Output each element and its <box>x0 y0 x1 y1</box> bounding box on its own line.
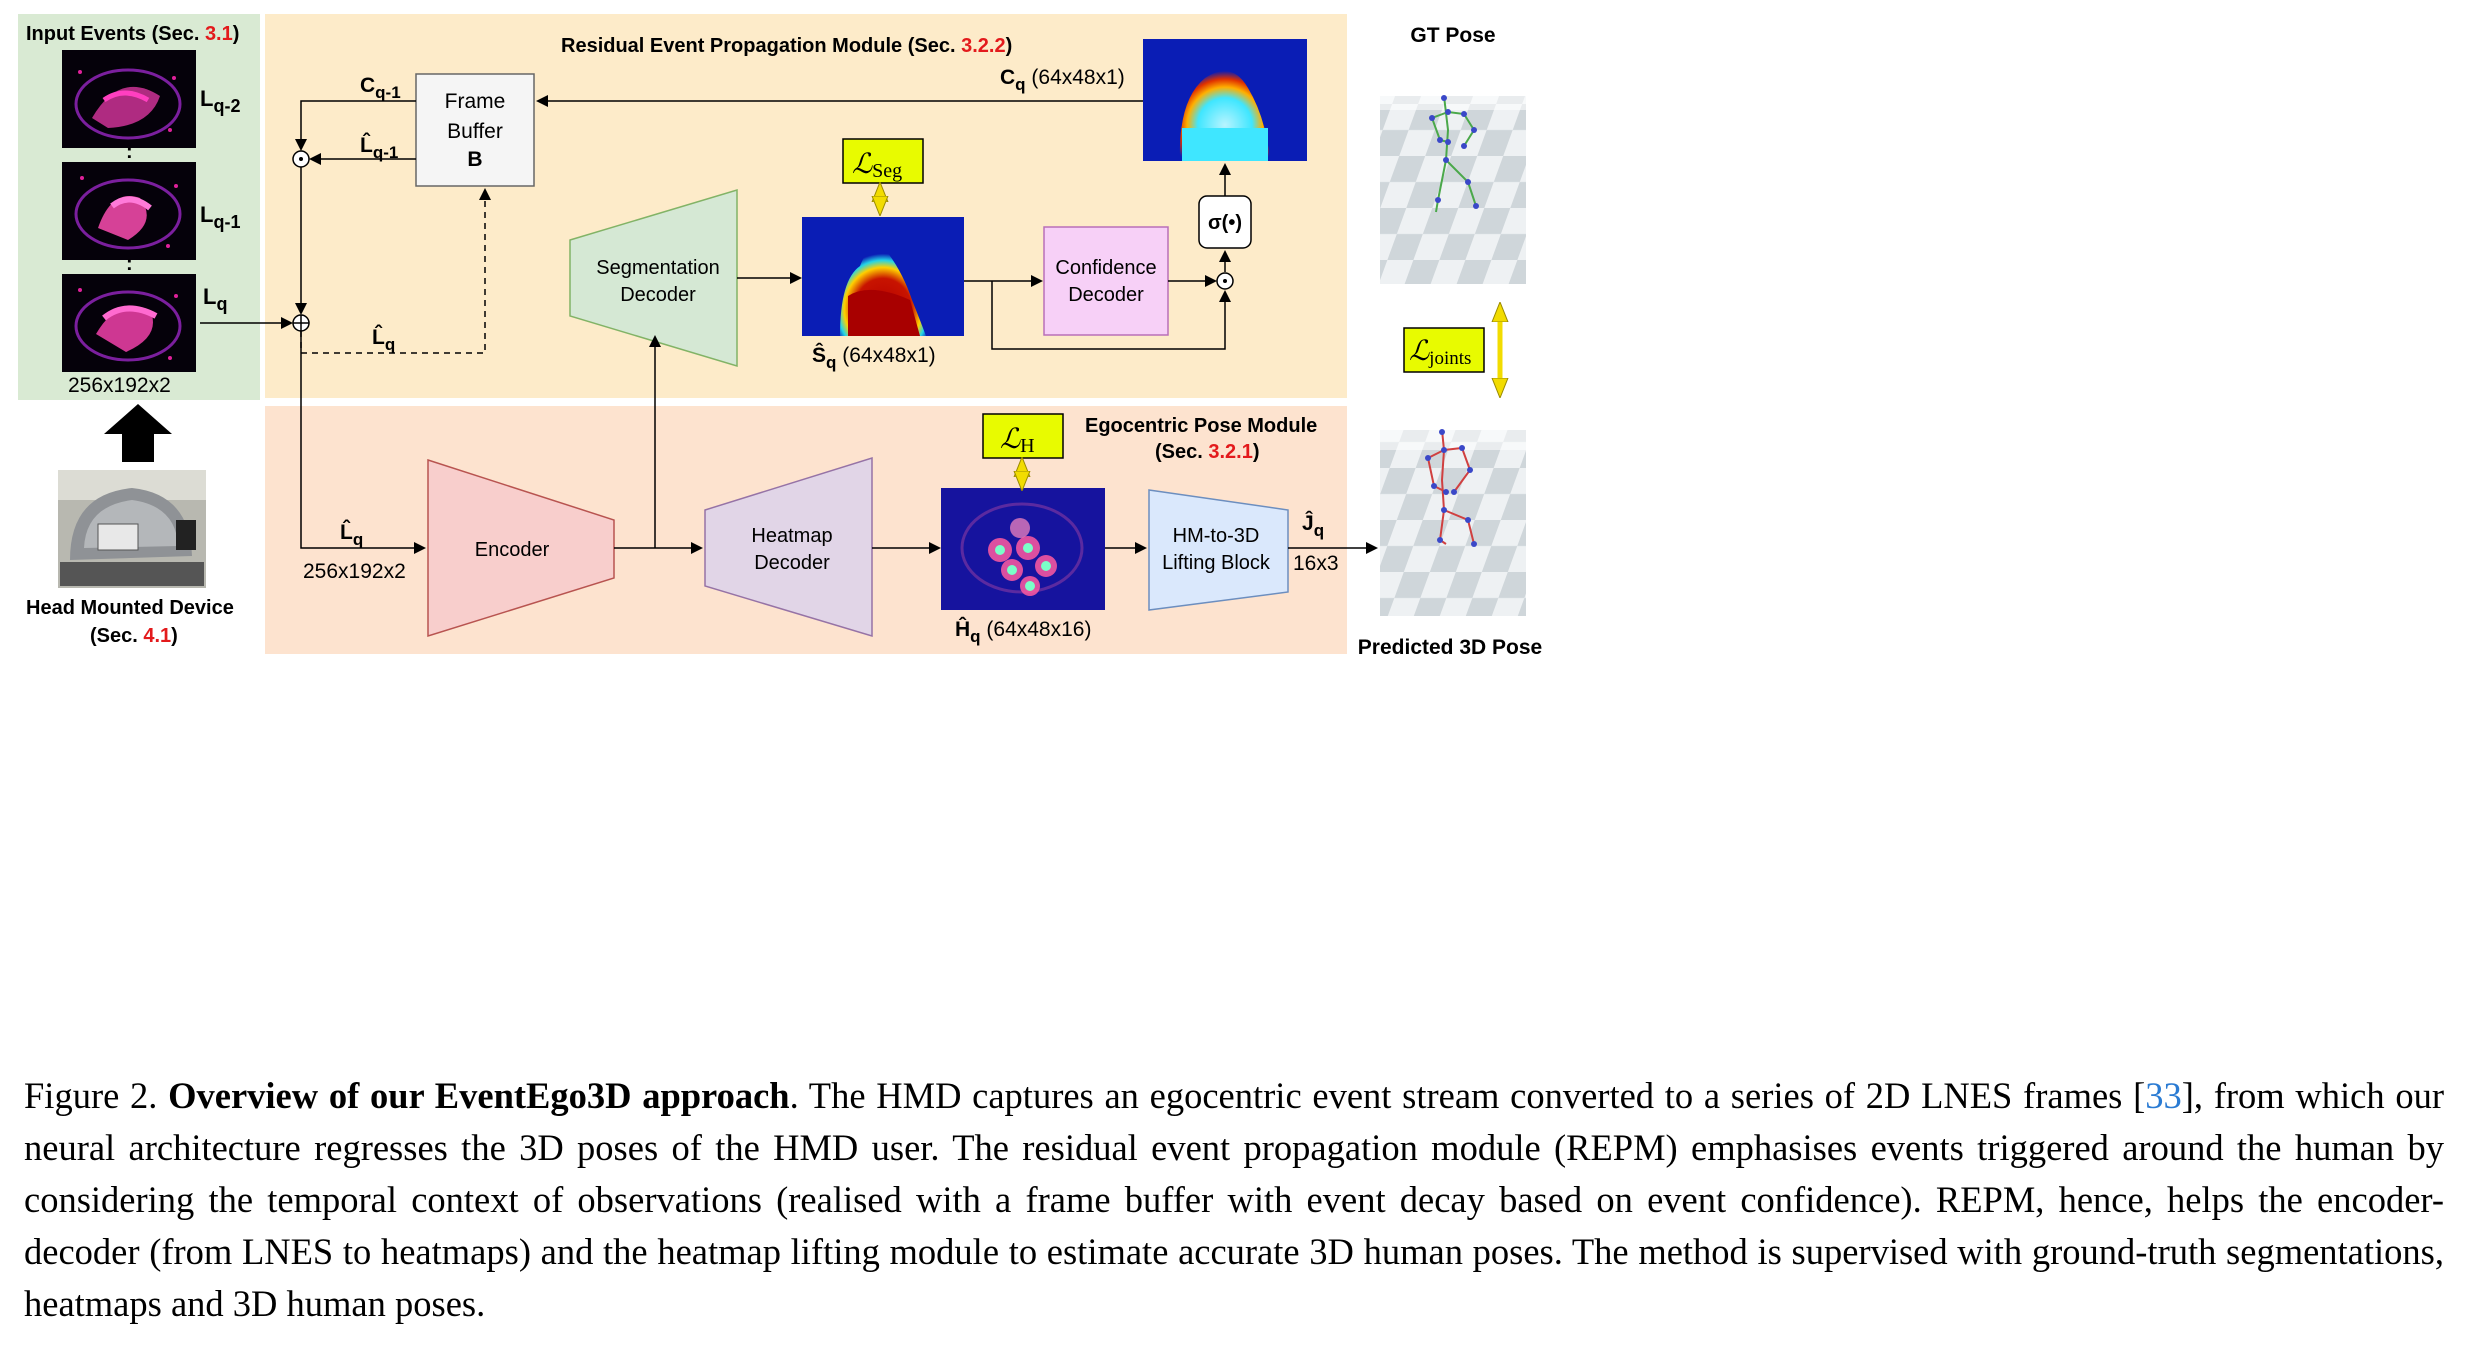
up-arrow-icon <box>104 404 172 462</box>
repm-title: Residual Event Propagation Module (Sec. … <box>561 35 1012 57</box>
hmd-photo <box>58 470 206 588</box>
lifting-label-1: HM-to-3D <box>1173 525 1260 547</box>
hmd-section: (Sec. 4.1) <box>90 625 178 647</box>
sigma-label: σ(•) <box>1208 212 1242 234</box>
frame-buffer-label-3: B <box>467 148 482 171</box>
predicted-pose-image <box>1380 420 1526 616</box>
hhat-label: Ĥq (64x48x16) <box>955 617 1091 646</box>
confidence-map-image <box>1143 39 1307 161</box>
jhat-label: Ĵq <box>1302 511 1324 540</box>
gt-pose-image <box>1380 60 1526 284</box>
input-size-label: 256x192x2 <box>68 374 171 397</box>
lhat-prev-label: L̂q-1 <box>360 132 398 162</box>
heatmap-loss-box <box>982 413 1064 459</box>
seg-decoder-label-2: Decoder <box>620 284 696 306</box>
event-frame-q <box>62 274 196 372</box>
frame-label-q: Lq <box>203 284 227 314</box>
predicted-pose-title: Predicted 3D Pose <box>1358 636 1542 659</box>
segmentation-map-image <box>802 217 964 336</box>
segmentation-decoder <box>569 188 738 368</box>
epm-title-1: Egocentric Pose Module <box>1085 415 1317 437</box>
lhat-label: L̂q <box>372 324 395 354</box>
heatmap-image <box>941 488 1105 610</box>
frame-label-q-2: Lq-2 <box>200 86 240 116</box>
ellipsis-2: : <box>126 253 133 275</box>
caption-reference-link[interactable]: 33 <box>2145 1075 2182 1116</box>
frame-buffer-box <box>415 73 535 187</box>
gt-pose-title: GT Pose <box>1410 24 1495 47</box>
encoder <box>427 458 615 638</box>
heatmap-decoder-label-2: Decoder <box>754 552 830 574</box>
enc-input-size: 256x192x2 <box>303 560 406 583</box>
joints-loss-box <box>1403 327 1485 373</box>
figure-caption: Figure 2. Overview of our EventEgo3D app… <box>24 1070 2444 1330</box>
c-prev-label: Cq-1 <box>360 74 401 102</box>
caption-text-1: . The HMD captures an egocentric event s… <box>789 1075 2146 1116</box>
input-events-title: Input Events (Sec. 3.1) <box>26 23 239 45</box>
cq-label: Cq (64x48x1) <box>1000 66 1125 94</box>
confidence-decoder <box>1043 226 1169 336</box>
joints-size-label: 16x3 <box>1293 552 1339 575</box>
heatmap-decoder-label-1: Heatmap <box>751 525 832 547</box>
heatmap-decoder <box>704 456 873 638</box>
caption-bold: Overview of our EventEgo3D approach <box>168 1075 790 1116</box>
frame-buffer-label-1: Frame <box>445 90 506 113</box>
lifting-block <box>1148 489 1289 611</box>
hmd-title: Head Mounted Device <box>26 597 234 619</box>
shat-label: Ŝq (64x48x1) <box>812 343 936 372</box>
seg-loss-box <box>842 138 924 184</box>
caption-lead: Figure 2. <box>24 1075 169 1116</box>
epm-title-2: (Sec. 3.2.1) <box>1155 441 1260 463</box>
caption-text-2: ], from which our neural architecture re… <box>24 1075 2445 1324</box>
ellipsis-1: : <box>126 141 133 163</box>
architecture-diagram: Input Events (Sec. 3.1) : : Lq-2 Lq-1 Lq… <box>18 14 1542 659</box>
frame-buffer-label-2: Buffer <box>447 120 503 143</box>
lifting-label-2: Lifting Block <box>1162 552 1271 574</box>
enc-input-label: L̂q <box>340 519 363 549</box>
event-frame-q-1 <box>62 162 196 260</box>
encoder-label: Encoder <box>475 539 550 561</box>
seg-decoder-label-1: Segmentation <box>596 257 719 279</box>
conf-decoder-label-1: Confidence <box>1055 257 1156 279</box>
frame-label-q-1: Lq-1 <box>200 202 240 232</box>
conf-decoder-label-2: Decoder <box>1068 284 1144 306</box>
event-frame-q-2 <box>62 50 196 148</box>
